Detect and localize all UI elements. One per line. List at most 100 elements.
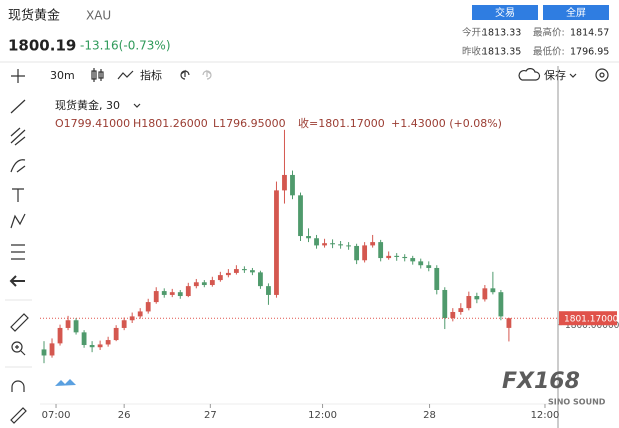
- candle-body: [65, 320, 71, 328]
- candle-body: [97, 344, 103, 348]
- x-tick-label: 28: [423, 410, 436, 421]
- ohlc-legend: O1799.41000 H1801.26000 L1796.95000 收=18…: [55, 116, 502, 130]
- candle-body: [217, 275, 223, 281]
- stat-value: 1814.57: [570, 28, 609, 39]
- prediction-tool[interactable]: [11, 244, 25, 260]
- x-tick-label: 26: [118, 410, 131, 421]
- brush-tool[interactable]: [10, 159, 26, 173]
- candle-body: [370, 242, 376, 246]
- legend-dropdown[interactable]: [133, 103, 141, 108]
- stat-label: 最低价:: [533, 46, 565, 58]
- stat-value: 1813.33: [482, 28, 521, 39]
- indicator-icon[interactable]: [117, 70, 134, 80]
- candle-body: [482, 288, 488, 300]
- instrument-name: 现货黄金: [8, 8, 60, 24]
- candle-body: [330, 243, 335, 245]
- candle-body: [490, 288, 496, 293]
- ohlc-high: H1801.26000: [133, 117, 208, 130]
- stat-value: 1813.35: [482, 47, 521, 58]
- x-tick-label: 12:00: [531, 410, 560, 421]
- magnet-tool[interactable]: [11, 380, 25, 392]
- pattern-tool[interactable]: [10, 213, 26, 229]
- candle-body: [137, 311, 143, 317]
- cloud-icon[interactable]: [518, 68, 541, 81]
- candle-body: [105, 340, 111, 345]
- candle-body: [474, 296, 480, 300]
- candle-body: [458, 308, 464, 312]
- candle-body: [161, 291, 167, 295]
- zoom-tool[interactable]: [11, 341, 23, 353]
- candle-body: [250, 270, 255, 273]
- trade-label[interactable]: 交易: [495, 6, 515, 19]
- x-tick-label: 12:00: [308, 410, 337, 421]
- candle-body: [258, 272, 263, 287]
- candle-body: [442, 289, 448, 319]
- candle-body: [386, 255, 392, 259]
- candle-body: [346, 245, 352, 247]
- candle-body: [338, 244, 343, 246]
- candle-body: [466, 296, 472, 309]
- stat-label: 最高价:: [533, 27, 565, 39]
- lock-tool[interactable]: [10, 407, 27, 424]
- ohlc-close: 收=1801.17000: [298, 116, 385, 130]
- candle-body: [41, 349, 47, 356]
- candle-icon[interactable]: [91, 68, 104, 82]
- drawing-tools: [9, 69, 29, 424]
- x-tick-label: 27: [204, 410, 217, 421]
- candle-body: [81, 332, 87, 346]
- candle-body: [410, 258, 416, 262]
- candle-body: [290, 174, 295, 196]
- watermark-sub: SINO SOUND: [548, 398, 606, 407]
- fib-tool[interactable]: [10, 127, 26, 146]
- crosshair-tool[interactable]: [11, 69, 25, 83]
- candle-body: [498, 292, 504, 317]
- candle-body: [73, 320, 79, 333]
- redo[interactable]: [202, 69, 212, 80]
- candle-body: [193, 282, 199, 287]
- candle-body: [418, 261, 424, 266]
- settings-core: [599, 72, 605, 78]
- candle-body: [450, 311, 456, 319]
- candle-body: [209, 280, 215, 286]
- stat-label: 昨收:: [462, 46, 484, 58]
- candle-body: [506, 318, 512, 328]
- candle-body: [129, 316, 135, 321]
- indicators[interactable]: 指标: [140, 68, 162, 82]
- candle-body: [177, 292, 183, 297]
- undo[interactable]: [180, 69, 190, 80]
- trade-button[interactable]: [472, 5, 538, 20]
- candle-body: [241, 269, 247, 271]
- trend-line-tool[interactable]: [10, 99, 26, 114]
- ruler-tool[interactable]: [10, 313, 29, 332]
- fullscreen-button[interactable]: [543, 5, 609, 20]
- ohlc-low: L1796.95000: [213, 117, 286, 130]
- plot: 07:00 26 27 12:00 28 12:00 1800.000001801.1700…: [40, 129, 619, 421]
- save-dropdown[interactable]: [569, 73, 577, 78]
- legend-title: 现货黄金, 30: [55, 98, 120, 112]
- candle-body: [201, 282, 207, 286]
- candle-body: [145, 302, 151, 312]
- last-price-label: 1801.17000: [564, 315, 619, 325]
- candle-body: [185, 286, 191, 297]
- candle-body: [394, 255, 400, 257]
- save[interactable]: 保存: [544, 68, 566, 82]
- interval[interactable]: 30m: [50, 69, 75, 82]
- text-tool[interactable]: [12, 188, 24, 202]
- back-tool[interactable]: [9, 275, 25, 287]
- stats: 今开: 1813.33 最高价: 1814.57 昨收: 1813.35 最低价…: [462, 27, 609, 58]
- price-change: -13.16(-0.73%): [80, 39, 171, 53]
- settings[interactable]: [595, 68, 609, 82]
- stat-label: 今开:: [462, 27, 484, 39]
- candle-body: [266, 286, 271, 295]
- candle-body: [89, 345, 95, 348]
- stat-value: 1796.95: [570, 47, 609, 58]
- candle-body: [322, 243, 327, 246]
- candle-body: [233, 269, 239, 273]
- fullscreen-label[interactable]: 全屏: [566, 6, 586, 19]
- ohlc-change: +1.43000 (+0.08%): [391, 117, 502, 130]
- chart-logo: [55, 379, 76, 386]
- candle-body: [169, 292, 175, 295]
- watermark-brand: FX168: [502, 369, 580, 394]
- x-tick-label: 07:00: [42, 410, 71, 421]
